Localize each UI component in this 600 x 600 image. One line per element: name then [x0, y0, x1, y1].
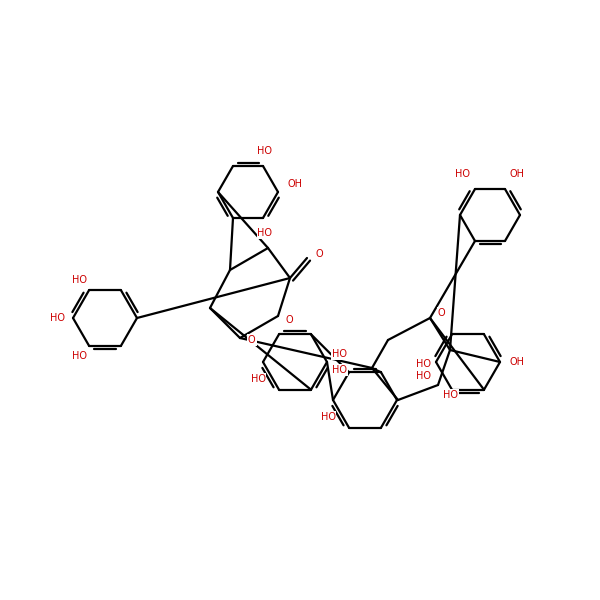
Text: HO: HO: [443, 390, 458, 400]
Text: HO: HO: [416, 359, 431, 369]
Text: HO: HO: [72, 275, 87, 285]
Text: HO: HO: [332, 365, 347, 375]
Text: O: O: [286, 315, 293, 325]
Text: HO: HO: [257, 146, 272, 156]
Text: O: O: [438, 308, 446, 318]
Text: HO: HO: [50, 313, 65, 323]
Text: HO: HO: [72, 351, 87, 361]
Text: HO: HO: [455, 169, 470, 179]
Text: HO: HO: [332, 349, 347, 359]
Text: O: O: [315, 249, 323, 259]
Text: HO: HO: [251, 374, 265, 384]
Text: O: O: [248, 335, 256, 345]
Text: HO: HO: [416, 371, 431, 381]
Text: OH: OH: [288, 179, 303, 189]
Text: OH: OH: [510, 357, 525, 367]
Text: HO: HO: [257, 228, 272, 238]
Text: HO: HO: [320, 412, 335, 422]
Text: OH: OH: [510, 169, 525, 179]
